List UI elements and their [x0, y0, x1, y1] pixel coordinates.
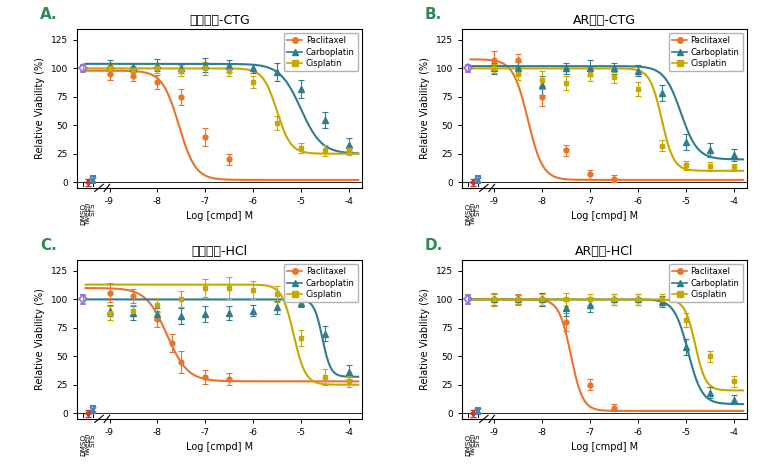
- Text: C.: C.: [40, 238, 57, 253]
- Y-axis label: Relative Viability (%): Relative Viability (%): [420, 288, 430, 390]
- Text: D.: D.: [425, 238, 443, 253]
- Y-axis label: Relative Viability (%): Relative Viability (%): [420, 57, 430, 159]
- Title: 传统方法-HCl: 传统方法-HCl: [192, 246, 248, 258]
- Text: STS: STS: [474, 434, 480, 447]
- Legend: Paclitaxel, Carboplatin, Cisplatin: Paclitaxel, Carboplatin, Cisplatin: [284, 33, 358, 71]
- Text: Tween: Tween: [470, 434, 476, 456]
- Legend: Paclitaxel, Carboplatin, Cisplatin: Paclitaxel, Carboplatin, Cisplatin: [669, 264, 743, 302]
- Text: DMSO: DMSO: [80, 203, 86, 225]
- Legend: Paclitaxel, Carboplatin, Cisplatin: Paclitaxel, Carboplatin, Cisplatin: [669, 33, 743, 71]
- Text: STS: STS: [90, 203, 95, 216]
- Text: STS: STS: [90, 434, 95, 447]
- Text: Tween: Tween: [470, 203, 476, 225]
- Legend: Paclitaxel, Carboplatin, Cisplatin: Paclitaxel, Carboplatin, Cisplatin: [284, 264, 358, 302]
- X-axis label: Log [cmpd] M: Log [cmpd] M: [571, 443, 638, 453]
- Text: DMSO: DMSO: [80, 434, 86, 456]
- Text: Tween: Tween: [85, 203, 91, 225]
- X-axis label: Log [cmpd] M: Log [cmpd] M: [186, 211, 253, 221]
- Title: 传统方法-CTG: 传统方法-CTG: [189, 14, 250, 28]
- X-axis label: Log [cmpd] M: Log [cmpd] M: [186, 443, 253, 453]
- Title: AR平台-CTG: AR平台-CTG: [573, 14, 636, 28]
- Text: B.: B.: [425, 7, 442, 22]
- X-axis label: Log [cmpd] M: Log [cmpd] M: [571, 211, 638, 221]
- Text: A.: A.: [40, 7, 58, 22]
- Y-axis label: Relative Viability (%): Relative Viability (%): [35, 288, 45, 390]
- Text: Tween: Tween: [85, 434, 91, 456]
- Title: AR平台-HCl: AR平台-HCl: [575, 246, 634, 258]
- Text: DMSO: DMSO: [465, 434, 471, 456]
- Y-axis label: Relative Viability (%): Relative Viability (%): [35, 57, 45, 159]
- Text: DMSO: DMSO: [465, 203, 471, 225]
- Text: STS: STS: [474, 203, 480, 216]
